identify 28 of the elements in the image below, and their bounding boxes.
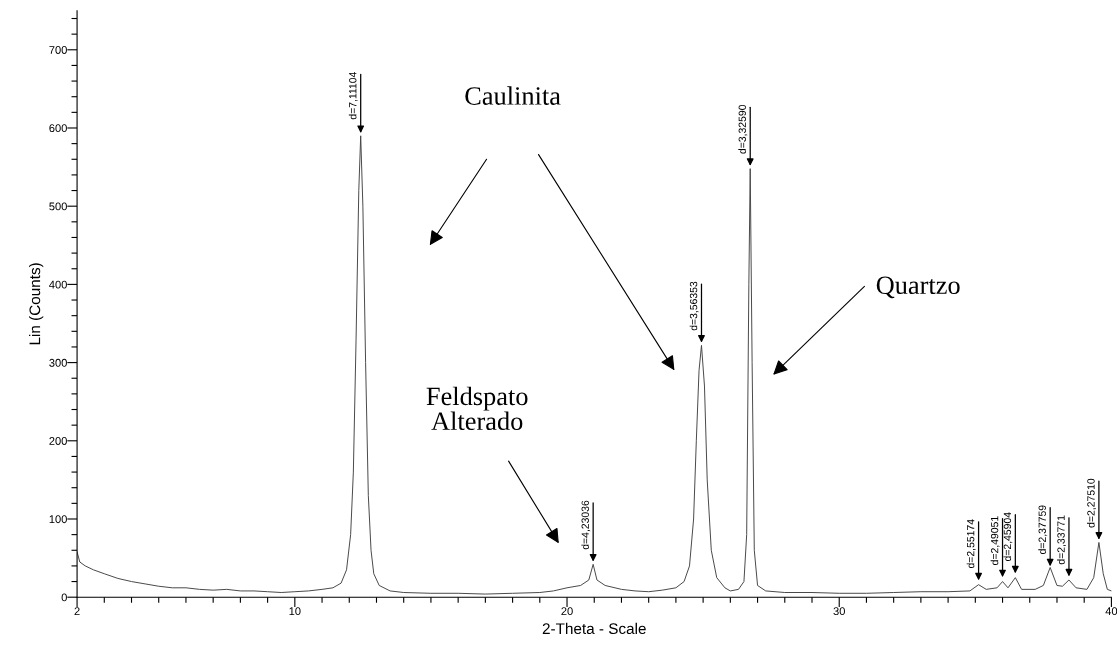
annotation: d=2,27510 xyxy=(1087,478,1096,528)
x-tick-label: 40 xyxy=(1105,607,1117,616)
x-axis-title: 2-Theta - Scale xyxy=(542,622,646,635)
y-tick-label: 700 xyxy=(49,46,67,54)
y-tick-label: 600 xyxy=(49,124,67,133)
y-tick-label: 300 xyxy=(49,358,67,367)
x-tick-label: 30 xyxy=(833,607,845,616)
y-tick-label: 0 xyxy=(61,593,67,602)
annotation: d=2,33771 xyxy=(1057,515,1066,565)
annotation: d=3,32590 xyxy=(738,104,748,154)
annotation: Caulinita xyxy=(465,86,561,105)
annotation: d=2,37759 xyxy=(1038,505,1048,554)
y-tick-label: 400 xyxy=(49,280,67,289)
annotation: d=2,55174 xyxy=(966,519,976,569)
annotation: d=7,11104 xyxy=(348,71,358,120)
y-tick-label: 500 xyxy=(49,202,67,211)
annotation: d=2,49051 xyxy=(990,516,1000,565)
x-tick-label: 10 xyxy=(289,607,301,616)
x-tick-label: 2 xyxy=(74,607,80,615)
annotation: Feldspato Alterado xyxy=(426,386,528,431)
annotation: d=4,23036 xyxy=(581,500,591,550)
annotation: d=2,45904 xyxy=(1003,512,1013,562)
y-tick-label: 100 xyxy=(49,515,67,524)
y-tick-label: 200 xyxy=(49,437,67,445)
y-axis-title: Lin (Counts) xyxy=(29,263,44,345)
x-tick-label: 20 xyxy=(561,607,573,616)
annotation: d=3,56353 xyxy=(689,281,699,331)
annotation: Quartzo xyxy=(876,276,960,299)
